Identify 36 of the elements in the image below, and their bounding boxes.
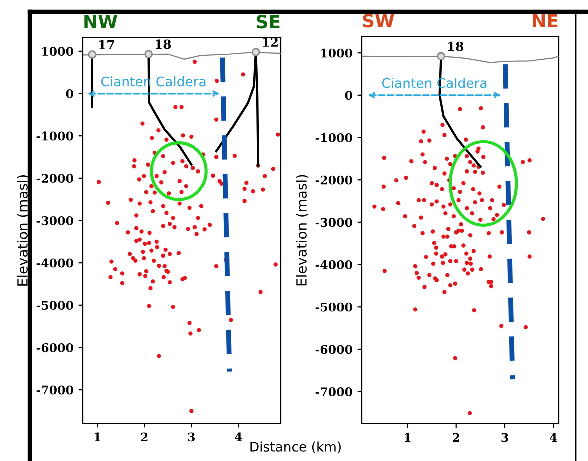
y-tick-label: -3000	[316, 218, 352, 228]
series-label: 18	[156, 40, 172, 50]
y-tick-label: -2000	[316, 176, 352, 185]
y-tick-label: -7000	[36, 386, 74, 395]
x-axis-title: Distance (km)	[250, 442, 341, 454]
y-tick-label: 1000	[322, 48, 352, 58]
y-tick-label: -4000	[316, 260, 352, 270]
x-tick-label: 1	[405, 433, 411, 442]
x-tick-label: 2	[453, 433, 460, 442]
x-tick-label: 3	[502, 433, 508, 442]
y-tick-label: -1000	[36, 132, 74, 141]
series-label: 17	[99, 40, 114, 50]
x-tick-label: 2	[141, 432, 148, 442]
y-tick-label: -5000	[36, 301, 74, 310]
y-tick-label: -5000	[316, 302, 352, 312]
y-tick-label: 0	[345, 91, 352, 100]
y-tick-label: -3000	[36, 216, 74, 226]
series-label: 18	[448, 42, 464, 52]
x-tick-label: 4	[235, 432, 242, 442]
text: NE	[533, 14, 558, 28]
y-tick-label: -1000	[316, 133, 352, 142]
y-tick-label: 0	[66, 89, 74, 98]
x-tick-label: 3	[188, 432, 195, 442]
y-tick-label: 1000	[42, 47, 74, 56]
y-tick-label: -2000	[36, 174, 74, 184]
x-tick-label: 1	[94, 432, 101, 442]
y-tick-label: -6000	[316, 345, 352, 354]
text: NW	[84, 15, 118, 28]
y-tick-label: -6000	[36, 343, 74, 352]
text: SE	[256, 15, 280, 29]
y-tick-label: -7000	[316, 388, 352, 396]
text: SW	[363, 14, 394, 28]
y-axis-title: Elevation (masl)	[17, 175, 30, 286]
y-tick-label: -4000	[36, 258, 74, 268]
x-tick-label: 4	[550, 433, 558, 442]
y-axis-title: Elevation (masl)	[296, 175, 309, 286]
